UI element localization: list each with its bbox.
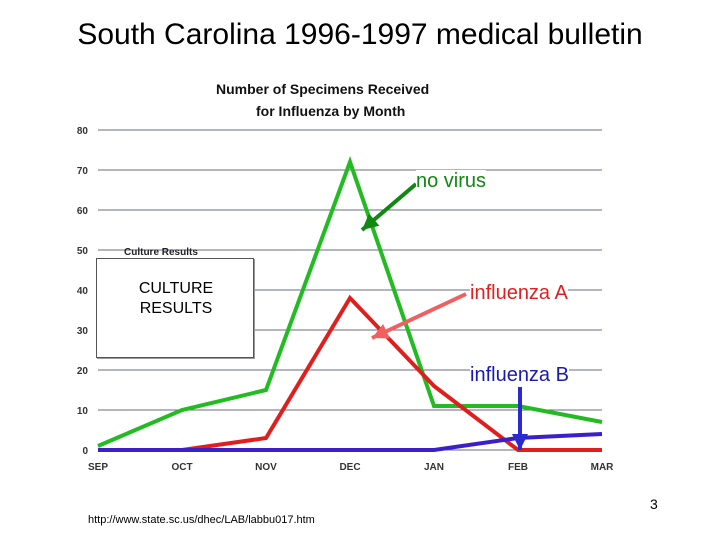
x-tick-label: JAN xyxy=(424,462,444,473)
y-tick-label: 40 xyxy=(77,286,89,297)
chart-title: Number of Specimens Received for Influenz… xyxy=(216,81,429,119)
y-tick-label: 30 xyxy=(77,326,89,337)
x-tick-label: MAR xyxy=(591,462,615,473)
chart-title-line: Number of Specimens Received xyxy=(216,81,429,97)
y-tick-label: 10 xyxy=(77,406,89,417)
culture-results-label: CULTURE RESULTS xyxy=(138,280,214,317)
y-tick-label: 0 xyxy=(82,446,88,457)
y-tick-label: 50 xyxy=(77,246,89,257)
annotation-no-virus: no virus xyxy=(416,170,487,193)
annotation-influenza-a: influenza A xyxy=(470,282,568,305)
arrow-influenza-b-head xyxy=(512,434,528,450)
x-tick-label: FEB xyxy=(508,462,528,473)
chart-title-line: for Influenza by Month xyxy=(256,103,405,119)
arrow-no-virus-head xyxy=(362,213,380,230)
x-tick-label: DEC xyxy=(339,462,360,473)
y-tick-label: 60 xyxy=(77,206,89,217)
line-chart: Number of Specimens Received for Influenz… xyxy=(77,81,615,473)
x-tick-label: OCT xyxy=(171,462,192,473)
slide-title: South Carolina 1996-1997 medical bulleti… xyxy=(77,18,643,51)
culture-header: Culture Results xyxy=(124,247,198,258)
page-number: 3 xyxy=(650,496,658,512)
annotation-influenza-b: influenza B xyxy=(470,364,569,387)
y-tick-label: 70 xyxy=(77,166,89,177)
y-tick-label: 80 xyxy=(77,126,89,137)
arrow-influenza-a-head xyxy=(372,323,390,339)
y-tick-label: 20 xyxy=(77,366,89,377)
culture-results-box: CULTURE RESULTS xyxy=(96,258,254,358)
x-tick-label: SEP xyxy=(88,462,108,473)
arrow-influenza-a-shaft xyxy=(371,292,467,340)
source-url: http://www.state.sc.us/dhec/LAB/labbu017… xyxy=(88,514,315,526)
x-tick-label: NOV xyxy=(255,462,277,473)
chart-area: Number of Specimens Received for Influenz… xyxy=(62,64,622,484)
